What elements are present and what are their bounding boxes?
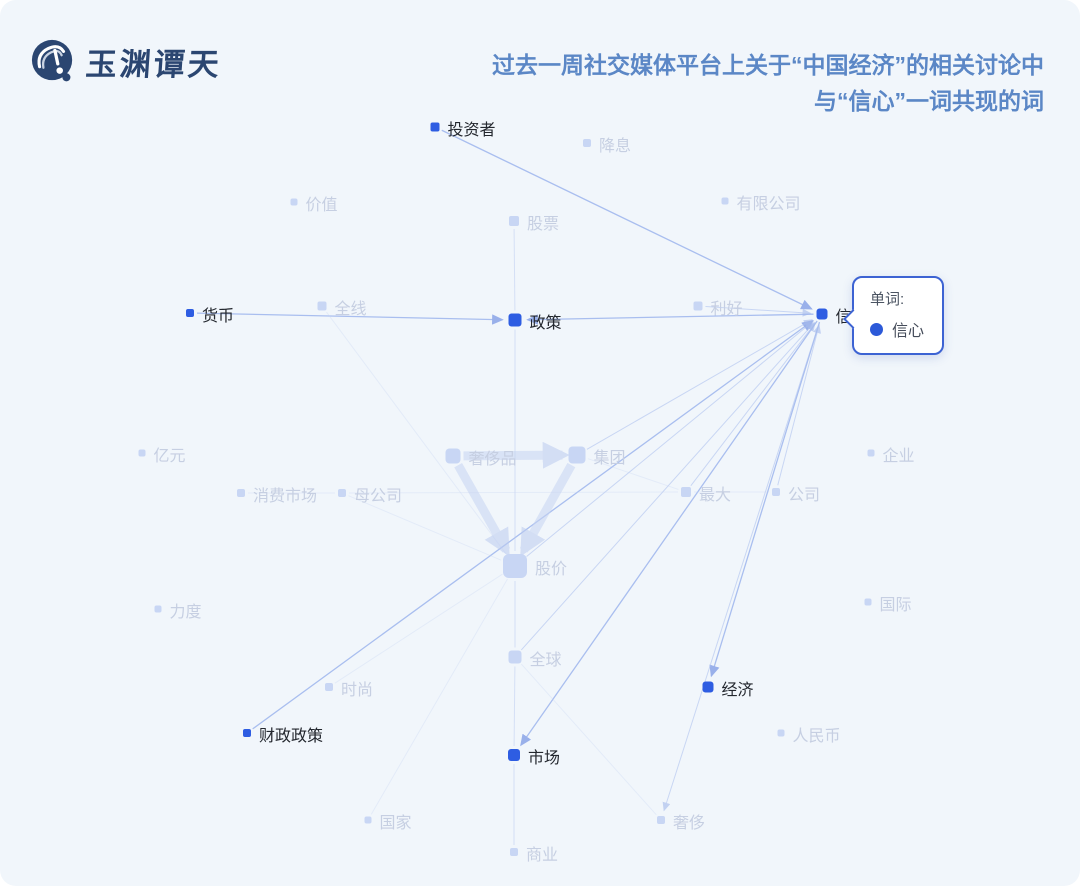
- node-label: 企业: [882, 448, 915, 465]
- node-marker[interactable]: [503, 554, 527, 578]
- node-label: 价值: [305, 197, 338, 214]
- node-marker[interactable]: [583, 139, 591, 147]
- node-label: 财政政策: [259, 728, 324, 745]
- node-marker[interactable]: [508, 313, 522, 327]
- edge-jituan-zuida: [587, 458, 679, 490]
- node-marker[interactable]: [510, 848, 518, 856]
- node-label: 人民币: [792, 728, 841, 745]
- node-label: 全线: [334, 301, 367, 318]
- edge-gujia-guojia: [370, 578, 508, 815]
- page-title: 过去一周社交媒体平台上关于“中国经济”的相关讨论中 与“信心”一词共现的词: [284, 48, 1044, 119]
- edge-xinxin-shechi: [662, 321, 820, 812]
- node-label: 母公司: [354, 488, 403, 505]
- edge-gujia-shishang: [334, 573, 503, 684]
- edge-touzizhe-xinxin: [441, 129, 813, 310]
- node-marker[interactable]: [777, 729, 785, 737]
- node-marker[interactable]: [237, 489, 245, 497]
- edge-quanqiu-xinxin: [520, 321, 815, 651]
- node-marker[interactable]: [568, 446, 586, 464]
- node-label: 政策: [529, 315, 562, 332]
- title-line-1: 过去一周社交媒体平台上关于“中国经济”的相关讨论中: [492, 52, 1044, 78]
- node-marker[interactable]: [138, 449, 146, 457]
- edge-shechipin-jituan: [463, 441, 570, 469]
- node-marker[interactable]: [509, 216, 519, 226]
- node-marker[interactable]: [430, 122, 440, 132]
- node-label: 公司: [788, 487, 821, 504]
- node-tooltip: 单词: 信心: [843, 276, 945, 355]
- edge-shechipin-gujia: [454, 462, 511, 557]
- node-marker[interactable]: [867, 449, 875, 457]
- node-label: 亿元: [153, 448, 186, 465]
- node-marker[interactable]: [508, 650, 522, 664]
- node-marker[interactable]: [508, 749, 520, 761]
- node-marker[interactable]: [816, 308, 828, 320]
- edge-caizhengzhengce-xinxin: [252, 320, 814, 730]
- edge-xinxin-jingji: [709, 321, 821, 678]
- node-marker[interactable]: [445, 448, 461, 464]
- tooltip-series-dot: [870, 322, 883, 336]
- edge-gupiao-zhengce: [513, 228, 516, 311]
- node-label: 力度: [169, 604, 202, 621]
- title-line-2: 与“信心”一词共现的词: [814, 87, 1044, 114]
- node-marker[interactable]: [154, 605, 162, 613]
- edge-mugongsi-zuida: [348, 491, 679, 494]
- node-label: 市场: [528, 750, 561, 767]
- edge-huobi-zhengce: [196, 312, 504, 325]
- node-label: 货币: [202, 308, 235, 325]
- edge-lihao-xinxin: [705, 305, 812, 317]
- edge-quanqiu-shichang: [513, 666, 516, 747]
- node-label: 国家: [379, 815, 412, 832]
- node-marker[interactable]: [864, 598, 872, 606]
- node-label: 国际: [879, 597, 912, 614]
- brand-logo: 玉渊谭天: [30, 38, 223, 84]
- edge-gongsi-xinxin: [777, 324, 821, 486]
- edge-gujia-mugongsi: [348, 495, 502, 561]
- edge-zuida-xinxin: [690, 322, 816, 486]
- node-marker[interactable]: [186, 309, 194, 317]
- tooltip-value: 信心: [892, 323, 925, 340]
- node-marker[interactable]: [338, 489, 346, 497]
- node-marker[interactable]: [721, 197, 729, 205]
- tooltip-label: 单词:: [870, 291, 905, 308]
- edge-quanqiu-shechi: [520, 663, 657, 816]
- node-label: 股票: [527, 216, 560, 233]
- node-label: 有限公司: [736, 196, 801, 213]
- node-label: 奢侈品: [468, 451, 517, 468]
- node-marker[interactable]: [317, 301, 327, 311]
- node-label: 经济: [721, 682, 754, 699]
- node-label: 全球: [529, 652, 562, 669]
- node-marker[interactable]: [772, 488, 780, 496]
- edge-jituan-xinxin: [586, 319, 813, 450]
- node-marker[interactable]: [290, 198, 298, 206]
- node-marker[interactable]: [243, 729, 251, 737]
- node-label: 奢侈: [673, 815, 706, 832]
- node-marker[interactable]: [681, 487, 691, 497]
- node-marker[interactable]: [364, 816, 372, 824]
- node-label: 降息: [599, 138, 632, 155]
- edge-gujia-quanxian: [326, 311, 507, 555]
- edge-xinxin-zhengce: [526, 313, 814, 325]
- edge-jituan-gujia: [519, 462, 576, 557]
- node-marker[interactable]: [325, 683, 333, 691]
- node-label: 股价: [535, 561, 568, 578]
- edge-xinxin-shichang: [520, 320, 818, 747]
- brand-logo-icon: [31, 39, 73, 82]
- node-label: 利好: [710, 301, 743, 318]
- node-label: 最大: [699, 487, 732, 504]
- node-marker[interactable]: [657, 816, 665, 824]
- node-label: 时尚: [341, 682, 374, 699]
- node-label: 商业: [526, 847, 559, 864]
- edge-gujia-xinxin: [526, 320, 814, 557]
- node-label: 投资者: [447, 122, 496, 139]
- node-label: 集团: [593, 450, 626, 467]
- node-marker[interactable]: [693, 301, 703, 311]
- node-marker[interactable]: [702, 681, 714, 693]
- node-label: 消费市场: [253, 488, 318, 505]
